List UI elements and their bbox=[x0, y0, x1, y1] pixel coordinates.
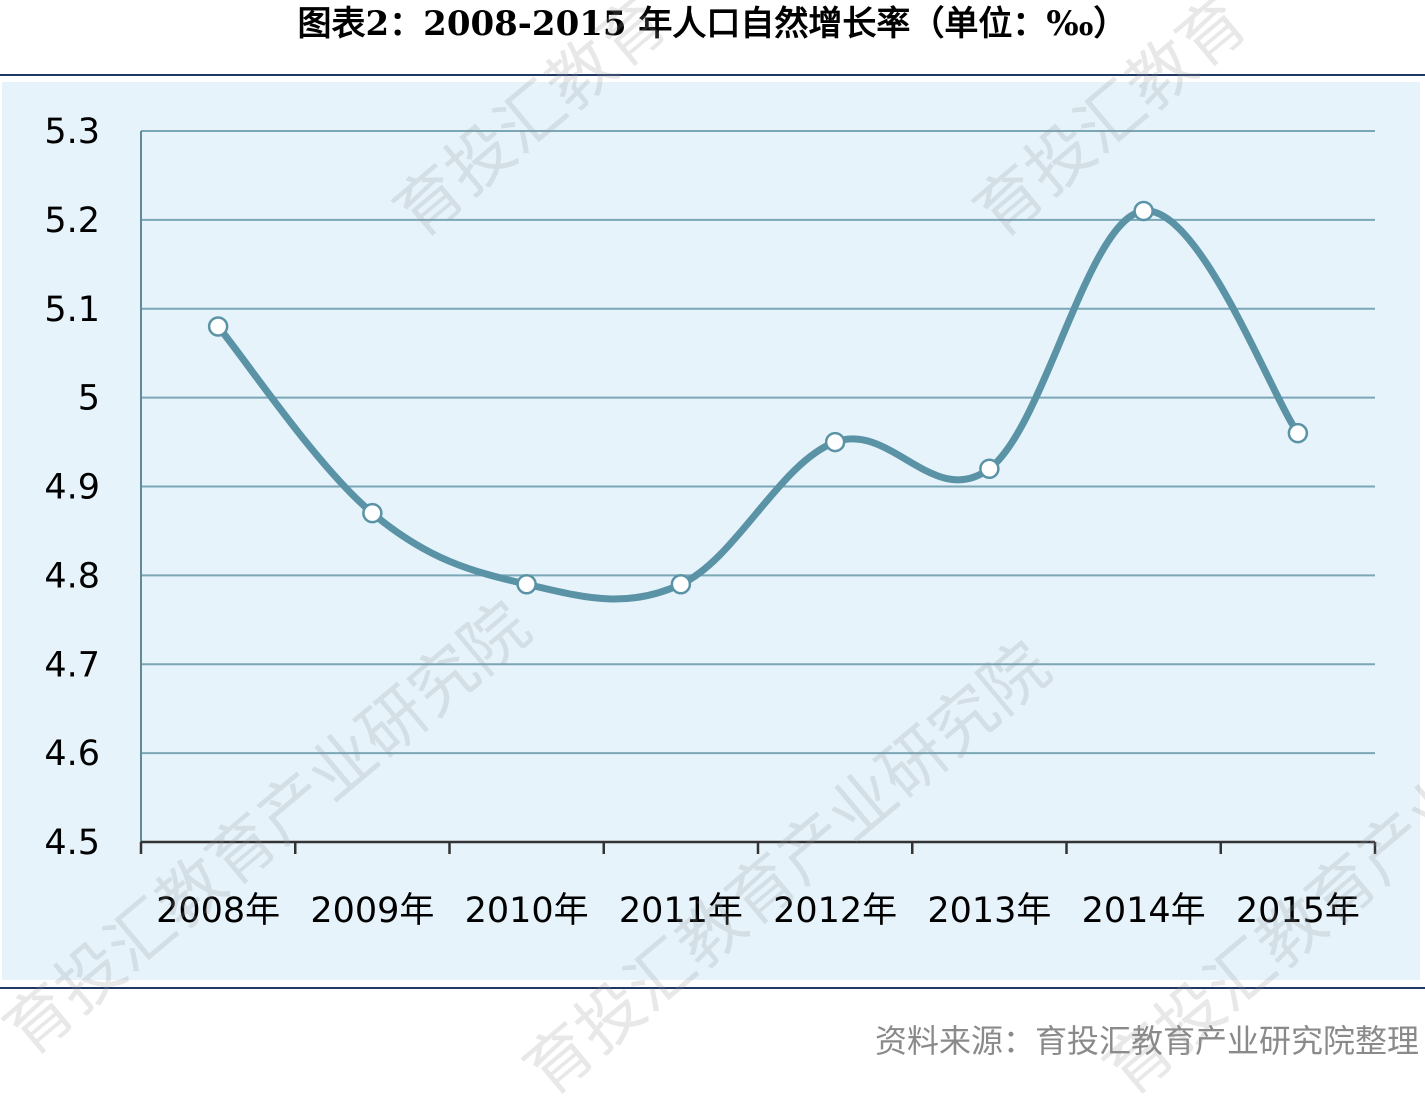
top-rule bbox=[0, 74, 1425, 76]
y-tick-label: 4.5 bbox=[44, 823, 100, 863]
y-tick-label: 5.1 bbox=[44, 290, 100, 330]
data-point bbox=[824, 431, 846, 453]
source-note: 资料来源：育投汇教育产业研究院整理 bbox=[874, 1022, 1419, 1060]
y-tick-label: 5.2 bbox=[44, 201, 100, 241]
data-point bbox=[1133, 200, 1154, 222]
x-tick-label: 2013年 bbox=[927, 891, 1051, 931]
y-tick-label: 4.8 bbox=[44, 556, 100, 596]
x-tick-label: 2008年 bbox=[156, 891, 280, 931]
y-tick-label: 5.3 bbox=[44, 112, 100, 152]
x-tick-label: 2011年 bbox=[619, 891, 743, 931]
x-tick-label: 2010年 bbox=[465, 891, 589, 931]
y-tick-labels: 4.5 4.6 4.7 4.8 4.9 5 5.1 5.2 5.3 bbox=[44, 112, 100, 863]
data-markers bbox=[207, 200, 1309, 595]
x-tick-label: 2009年 bbox=[310, 891, 434, 931]
data-point bbox=[1287, 422, 1309, 444]
chart-title: 图表2：2008-2015 年人口自然增长率（单位：‰） bbox=[297, 4, 1128, 44]
data-point bbox=[979, 458, 1000, 479]
gridlines bbox=[141, 130, 1375, 755]
y-tick-label: 4.7 bbox=[44, 645, 100, 685]
series-line bbox=[214, 207, 1302, 603]
data-point bbox=[207, 316, 229, 337]
series bbox=[214, 207, 1302, 603]
data-point bbox=[362, 502, 383, 524]
y-tick-label: 4.6 bbox=[44, 734, 100, 774]
line-chart: 4.5 4.6 4.7 4.8 4.9 5 5.1 5.2 5.3 2008年 2009年 2010… bbox=[44, 112, 1377, 931]
bottom-rule bbox=[0, 987, 1425, 989]
data-point bbox=[670, 574, 692, 595]
data-point bbox=[516, 574, 537, 595]
x-tick-labels: 2008年 2009年 2010年 2011年 2012年 2013年 2014年 2015年 bbox=[156, 891, 1360, 931]
y-tick-label: 5 bbox=[78, 379, 100, 419]
x-tick-label: 2015年 bbox=[1236, 891, 1360, 931]
x-tick-label: 2014年 bbox=[1082, 891, 1206, 931]
axes bbox=[139, 131, 1377, 854]
y-tick-label: 4.9 bbox=[44, 468, 100, 508]
x-tick-label: 2012年 bbox=[773, 891, 897, 931]
